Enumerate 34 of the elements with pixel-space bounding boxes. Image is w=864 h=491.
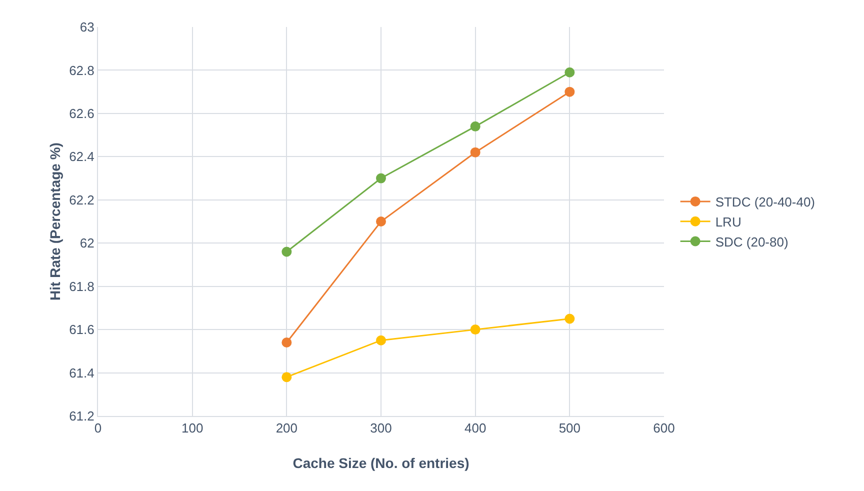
point (470, 147, 480, 158)
legend-label: SDC (20-80) (715, 234, 788, 250)
point (564, 67, 575, 78)
y-tick-label: 61.4 (69, 365, 94, 380)
point (376, 216, 386, 226)
point (282, 372, 292, 382)
y-tick-label: 61.8 (69, 278, 94, 294)
y-tick-label: 63 (80, 20, 94, 35)
point (282, 338, 292, 348)
x-tick-label: 400 (464, 420, 486, 436)
point (564, 314, 575, 324)
y-tick-label: 62.8 (69, 62, 94, 78)
x-tick-label: 600 (653, 420, 675, 436)
y-tick-label: 62 (80, 236, 94, 251)
y-tick-label: 61.6 (69, 322, 94, 338)
x-tick-label: 0 (94, 420, 102, 436)
x-tick-label: 500 (558, 420, 581, 436)
y-tick-label: 62.2 (69, 192, 94, 208)
x-tick-label: 100 (181, 420, 204, 436)
point (470, 324, 480, 335)
y-tick-label: 62.6 (69, 106, 94, 121)
point (564, 86, 575, 97)
point (376, 335, 386, 346)
x-tick-label: 200 (276, 420, 298, 436)
point (282, 246, 292, 257)
y-tick-label: 61.2 (69, 408, 94, 424)
y-axis-title: Hit Rate (Percentage %) (47, 142, 63, 300)
x-axis-title: Cache Size (No. of entries) (292, 455, 470, 471)
point (376, 173, 386, 184)
legend-label: STDC (20-40-40) (715, 194, 816, 210)
legend-label: LRU (715, 214, 742, 230)
point (470, 121, 480, 132)
y-tick-label: 62.4 (69, 149, 94, 164)
x-tick-label: 300 (370, 420, 392, 436)
